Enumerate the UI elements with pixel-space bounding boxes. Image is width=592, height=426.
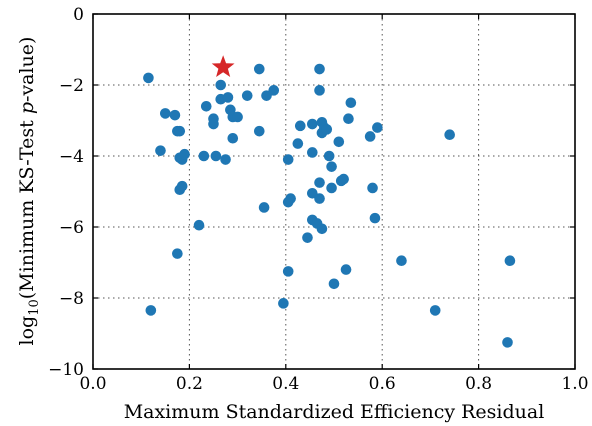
y-tick-label: −8 <box>59 289 84 309</box>
scatter-point <box>227 132 239 144</box>
scatter-point <box>261 90 272 101</box>
scatter-point <box>321 124 333 135</box>
scatter-point <box>340 264 352 275</box>
scatter-point <box>160 108 171 119</box>
x-tick-label: 0.8 <box>465 374 492 394</box>
scatter-point <box>241 90 253 101</box>
scatter-point <box>285 193 296 204</box>
scatter-point <box>314 85 325 96</box>
scatter-point <box>307 118 318 130</box>
scatter-point <box>307 187 318 199</box>
scatter-point <box>198 150 210 162</box>
scatter-point <box>429 305 441 316</box>
scatter-point <box>323 150 335 162</box>
scatter-point <box>504 255 516 267</box>
scatter-point <box>268 85 280 96</box>
scatter-point <box>314 63 325 75</box>
scatter-point <box>314 193 325 204</box>
scatter-point <box>372 122 383 133</box>
y-tick-label: 0 <box>73 5 84 25</box>
y-tick-label: −4 <box>59 147 84 167</box>
scatter-point <box>172 248 183 259</box>
scatter-point <box>220 154 231 165</box>
scatter-point <box>333 136 345 148</box>
data-points <box>143 55 516 348</box>
scatter-point <box>307 147 318 158</box>
scatter-point <box>369 212 381 224</box>
scatter-point <box>444 129 455 140</box>
scatter-point <box>282 154 294 165</box>
scatter-point <box>302 232 313 243</box>
x-tick-label: 0.6 <box>369 374 396 394</box>
x-tick-labels: 0.0 0.2 0.4 0.6 0.8 1.0 <box>79 374 588 394</box>
x-axis-label: Maximum Standardized Efficiency Residual <box>124 401 545 423</box>
scatter-point <box>222 92 234 103</box>
scatter-point <box>232 111 243 123</box>
y-tick-label: −6 <box>59 218 84 238</box>
x-tick-label: 0.2 <box>176 374 203 394</box>
x-tick-label: 0.4 <box>272 374 299 394</box>
y-axis-label-subscript: 10 <box>27 299 42 316</box>
y-tick-label: −2 <box>59 76 84 96</box>
scatter-point <box>278 298 289 309</box>
scatter-point <box>215 79 227 91</box>
scatter-point <box>253 63 265 75</box>
scatter-point <box>145 305 157 316</box>
scatter-point <box>174 125 186 137</box>
y-axis-label: log10(Minimum KS-Test p-value) <box>16 37 42 346</box>
scatter-point <box>208 118 219 130</box>
scatter-point <box>200 101 212 112</box>
scatter-point <box>326 182 337 194</box>
scatter-point <box>258 202 270 213</box>
plot-frame <box>92 13 576 370</box>
scatter-point <box>193 219 205 231</box>
scatter-point <box>210 150 222 162</box>
scatter-point <box>343 113 354 125</box>
scatter-point <box>253 125 265 137</box>
scatter-point <box>143 72 154 84</box>
scatter-point <box>176 180 188 192</box>
x-tick-label: 0.0 <box>79 374 106 394</box>
scatter-point <box>326 161 337 172</box>
scatter-point <box>328 278 340 290</box>
scatter-point <box>155 145 166 156</box>
scatter-point <box>282 266 294 277</box>
scatter-point <box>169 109 181 121</box>
scatter-point <box>396 255 407 267</box>
scatter-point <box>502 337 513 348</box>
highlight-star-point <box>211 55 235 77</box>
scatter-point <box>364 131 376 142</box>
scatter-point <box>316 223 328 235</box>
scatter-point <box>179 148 190 160</box>
scatter-point <box>314 177 325 188</box>
y-tick-label: −10 <box>48 360 84 380</box>
scatter-point <box>292 138 304 149</box>
scatter-point <box>294 120 306 132</box>
scatter-point <box>338 173 349 185</box>
scatter-point <box>367 182 378 194</box>
axis-ticks <box>92 13 576 370</box>
x-tick-label: 1.0 <box>561 374 588 394</box>
scatter-point <box>345 97 357 109</box>
y-tick-labels: 0 −2 −4 −6 −8 −10 <box>48 5 84 380</box>
